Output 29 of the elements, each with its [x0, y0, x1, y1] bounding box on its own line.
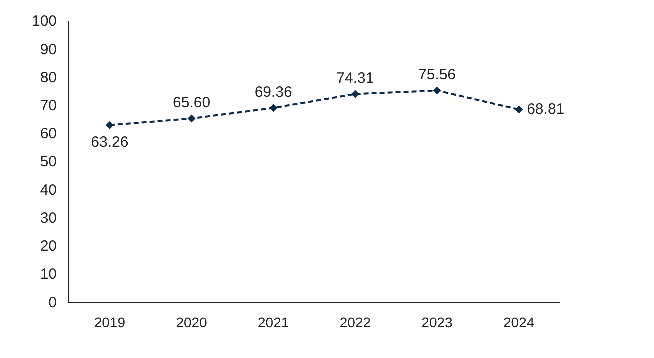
x-tick-label: 2020	[176, 314, 208, 330]
y-tick-label: 0	[48, 294, 58, 312]
y-tick-label: 20	[40, 238, 58, 256]
x-tick-label: 2022	[340, 314, 372, 330]
x-tick-label: 2019	[94, 314, 126, 330]
x-tick-label: 2024	[504, 314, 535, 330]
point	[515, 106, 524, 114]
y-tick-label: 30	[40, 210, 58, 227]
point	[433, 86, 442, 95]
text: 74.31	[336, 70, 374, 87]
text: 68.81	[527, 100, 565, 118]
y-tick-label: 50	[40, 154, 58, 171]
x-tick-label: 2021	[258, 314, 290, 330]
y-tick-label: 100	[32, 13, 58, 30]
text: 63.26	[91, 134, 129, 151]
y-tick-label: 10	[40, 266, 58, 284]
y-tick-label: 80	[40, 69, 58, 86]
y-tick-label: 70	[40, 98, 58, 114]
y-tick-label: 90	[40, 41, 58, 58]
y-tick-label: 60	[40, 126, 58, 143]
y-tick-label: 40	[40, 182, 58, 199]
x-tick-label: 2023	[422, 314, 454, 330]
text: 75.56	[418, 66, 456, 84]
point	[188, 114, 196, 123]
point	[270, 104, 278, 112]
text: 69.36	[254, 84, 292, 101]
point	[106, 121, 114, 130]
text: 65.60	[172, 94, 211, 112]
point	[351, 90, 360, 98]
